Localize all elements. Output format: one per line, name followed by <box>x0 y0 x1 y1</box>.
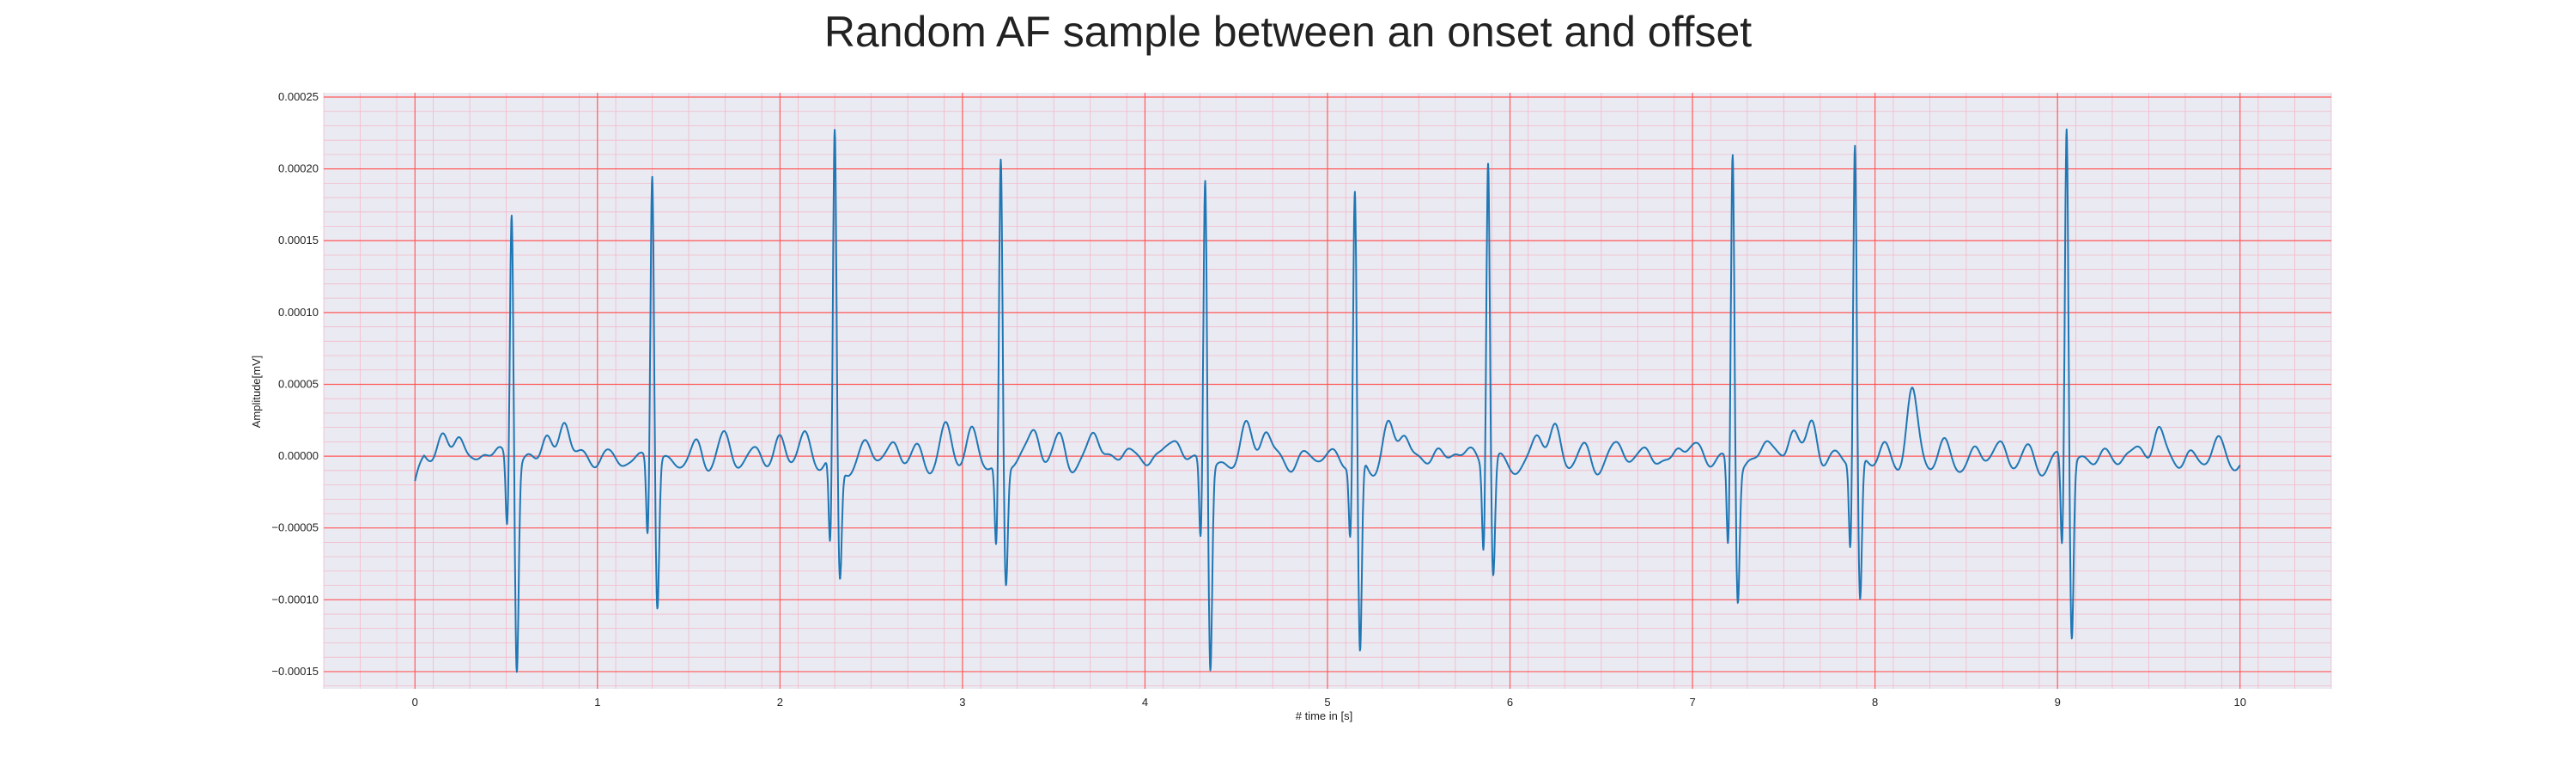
y-tick-label: −0.00005 <box>271 521 319 534</box>
x-tick-label: 2 <box>777 696 783 709</box>
y-tick-label: 0.00005 <box>278 377 319 390</box>
x-tick-label: 9 <box>2055 696 2061 709</box>
x-tick-label: 5 <box>1324 696 1330 709</box>
x-tick-label: 10 <box>2233 696 2245 709</box>
x-tick-label: 8 <box>1872 696 1878 709</box>
y-tick-label: 0.00020 <box>278 162 319 175</box>
x-axis-label: # time in [s] <box>1296 709 1352 722</box>
y-axis-ticks: −0.00015 −0.00010 −0.00005 0.00000 0.00005 0.… <box>271 90 319 678</box>
x-tick-label: 4 <box>1142 696 1148 709</box>
signal-line <box>414 128 2241 673</box>
chart-title: Random AF sample between an onset and of… <box>824 8 1752 56</box>
x-tick-label: 6 <box>1507 696 1513 709</box>
y-tick-label: −0.00010 <box>271 593 319 606</box>
major-grid <box>324 93 2331 689</box>
y-tick-label: 0.00010 <box>278 306 319 319</box>
y-axis-label: Amplitude[mV] <box>250 356 263 429</box>
y-tick-label: 0.00015 <box>278 234 319 247</box>
series-layer <box>414 128 2241 673</box>
x-tick-label: 1 <box>594 696 600 709</box>
x-tick-label: 0 <box>412 696 418 709</box>
y-tick-label: −0.00015 <box>271 665 319 678</box>
y-tick-label: 0.00000 <box>278 449 319 462</box>
y-tick-label: 0.00025 <box>278 90 319 103</box>
x-axis-ticks: 0 1 2 3 4 5 6 7 8 9 10 <box>412 696 2246 709</box>
x-tick-label: 7 <box>1689 696 1695 709</box>
x-tick-label: 3 <box>959 696 965 709</box>
